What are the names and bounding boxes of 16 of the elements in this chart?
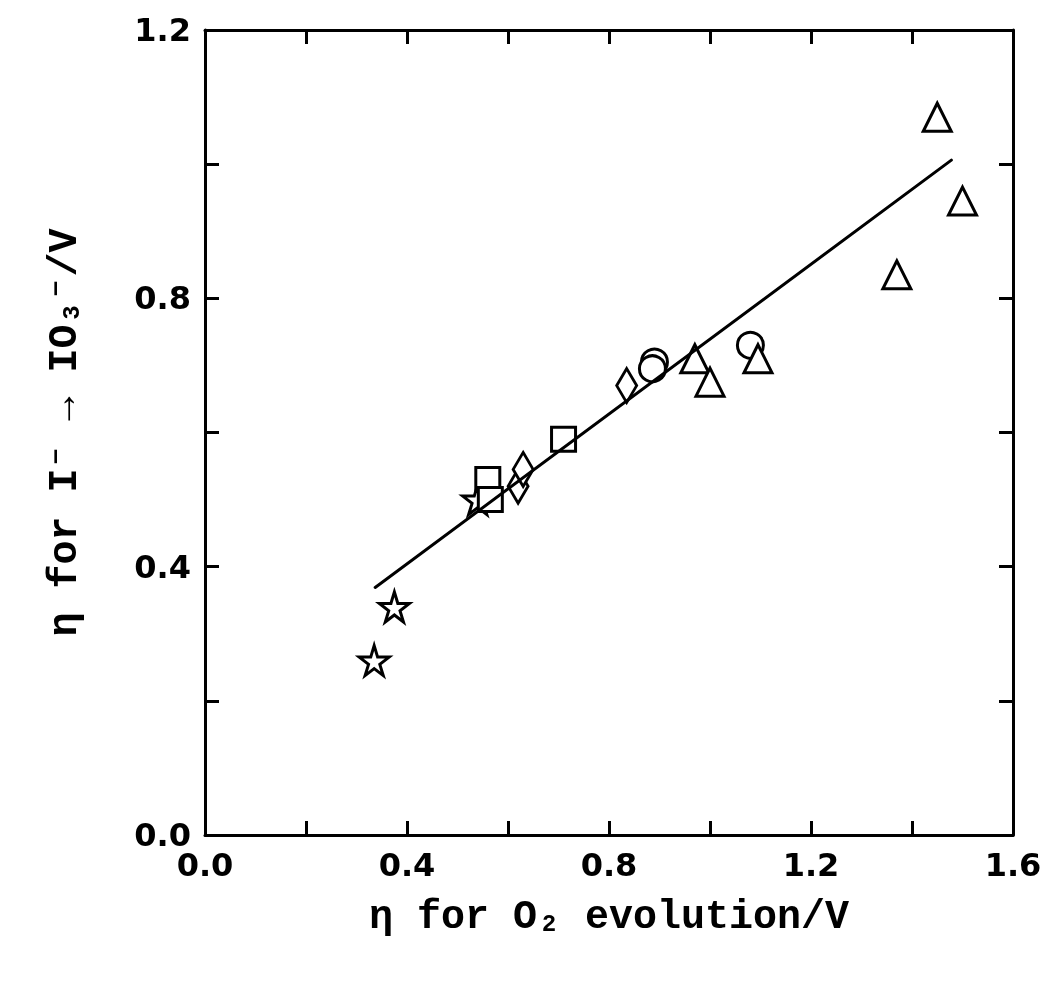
x-tick-label: 1.2 [782,846,840,884]
y-axis-title: η for I⁻ → IO₃⁻/V [42,228,88,637]
point [637,354,667,384]
point [881,259,913,291]
x-tick-label: 0.4 [378,846,436,884]
point [742,343,774,375]
point [947,185,978,217]
y-tick-label: 0.4 [134,547,191,586]
point [694,366,726,398]
point [679,343,711,375]
x-tick-label: 1.6 [984,846,1042,884]
x-tick-label: 0.8 [580,846,638,884]
y-tick-label: 0.8 [134,279,191,318]
y-tick-label: 1.2 [134,11,191,49]
point [921,101,953,133]
x-axis-title: η for O₂ evolution/V [368,894,850,940]
